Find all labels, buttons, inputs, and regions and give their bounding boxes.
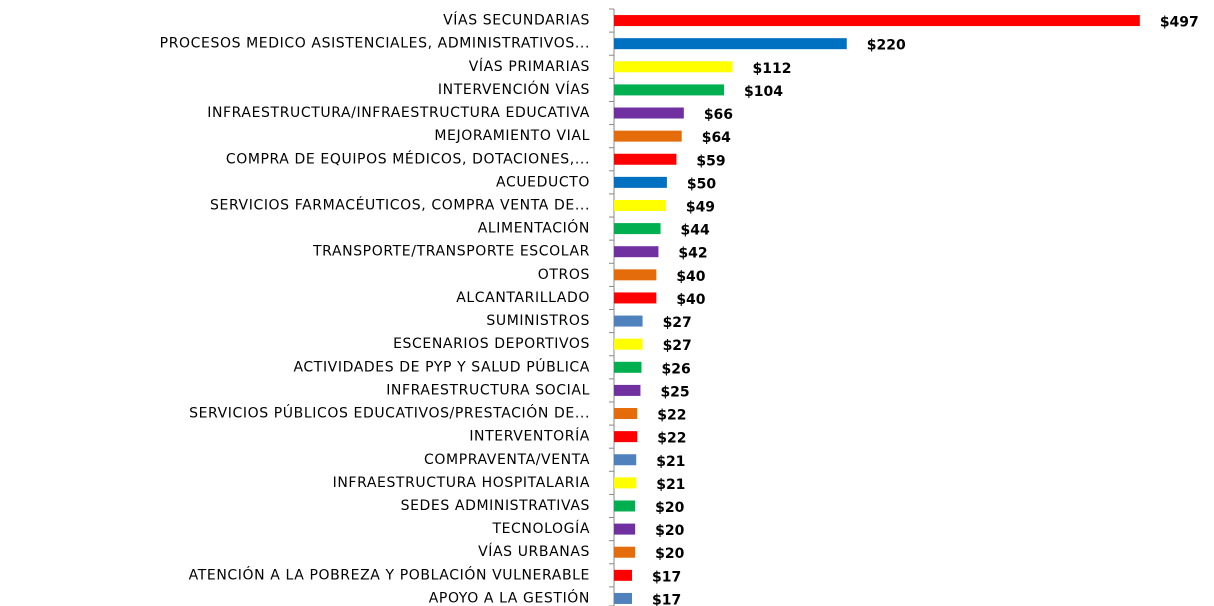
data-label: $104 (744, 84, 783, 100)
data-label: $27 (663, 315, 692, 331)
category-label: ALCANTARILLADO (456, 290, 590, 306)
data-label: $50 (687, 176, 716, 192)
category-label: ACUEDUCTO (496, 174, 590, 190)
data-label: $49 (686, 199, 715, 215)
bar (614, 361, 642, 373)
bar (614, 454, 637, 466)
category-label: MEJORAMIENTO VIAL (434, 128, 590, 144)
bar (614, 523, 636, 535)
data-label: $40 (676, 269, 705, 285)
data-label: $17 (652, 592, 681, 606)
data-label: $22 (657, 408, 686, 424)
bar (614, 546, 636, 558)
data-label: $59 (696, 153, 725, 169)
data-label: $64 (702, 130, 731, 146)
data-label: $21 (656, 477, 685, 493)
bar (614, 15, 1140, 27)
category-label: TRANSPORTE/TRANSPORTE ESCOLAR (312, 244, 590, 260)
bar (614, 569, 632, 581)
bar (614, 246, 659, 258)
bar (614, 315, 643, 327)
data-label: $20 (655, 523, 684, 539)
data-label: $20 (655, 546, 684, 562)
category-label: COMPRA DE EQUIPOS MÉDICOS, DOTACIONES,..… (226, 150, 590, 167)
bar (614, 500, 636, 512)
bar (614, 199, 666, 211)
category-label: PROCESOS MEDICO ASISTENCIALES, ADMINISTR… (160, 36, 590, 52)
category-label: ALIMENTACIÓN (478, 219, 590, 237)
data-label: $22 (657, 431, 686, 447)
bar (614, 107, 684, 119)
data-label: $20 (655, 500, 684, 516)
bar (614, 223, 661, 235)
data-label: $44 (681, 223, 710, 239)
category-label: APOYO A LA GESTIÓN (429, 588, 590, 606)
bar (614, 153, 677, 165)
category-label: INFRAESTRUCTURA SOCIAL (386, 382, 590, 398)
data-label: $112 (752, 61, 791, 77)
bar (614, 269, 657, 281)
category-label: VÍAS PRIMARIAS (469, 58, 590, 75)
category-label: SUMINISTROS (486, 313, 590, 329)
data-label: $40 (676, 292, 705, 308)
category-label: ACTIVIDADES DE PYP Y SALUD PÚBLICA (293, 357, 590, 375)
bar (614, 292, 657, 304)
bar (614, 38, 847, 50)
data-label: $26 (662, 361, 691, 377)
category-label: TECNOLOGÍA (491, 520, 590, 537)
category-label: VÍAS URBANAS (478, 543, 590, 560)
data-label: $27 (663, 338, 692, 354)
data-label: $21 (656, 454, 685, 470)
category-label: ATENCIÓN A LA POBREZA Y POBLACIÓN VULNER… (189, 565, 590, 583)
category-label: OTROS (538, 267, 590, 283)
bar (614, 408, 638, 420)
bar (614, 592, 632, 604)
data-label: $17 (652, 569, 681, 585)
category-label: INTERVENCIÓN VÍAS (438, 80, 590, 98)
bar (614, 61, 733, 73)
bar (614, 84, 725, 96)
data-label: $42 (678, 246, 707, 262)
category-label: INTERVENTORÍA (469, 428, 590, 445)
category-label: SERVICIOS FARMACÉUTICOS, COMPRA VENTA DE… (210, 196, 590, 213)
data-label: $25 (660, 384, 689, 400)
bar (614, 176, 667, 188)
category-label: INFRAESTRUCTURA HOSPITALARIA (333, 475, 590, 491)
bar (614, 338, 643, 350)
category-label: ESCENARIOS DEPORTIVOS (393, 336, 590, 352)
category-label: SEDES ADMINISTRATIVAS (401, 498, 590, 514)
bar (614, 130, 682, 142)
bar (614, 431, 638, 443)
category-label: SERVICIOS PÚBLICOS EDUCATIVOS/PRESTACIÓN… (189, 404, 590, 422)
data-label: $497 (1160, 15, 1199, 31)
category-label: COMPRAVENTA/VENTA (424, 452, 590, 468)
category-label: INFRAESTRUCTURA/INFRAESTRUCTURA EDUCATIV… (207, 105, 590, 121)
bar (614, 477, 637, 489)
data-label: $66 (704, 107, 733, 123)
data-label: $220 (867, 38, 906, 54)
bar (614, 384, 641, 396)
category-label: VÍAS SECUNDARIAS (443, 12, 590, 29)
